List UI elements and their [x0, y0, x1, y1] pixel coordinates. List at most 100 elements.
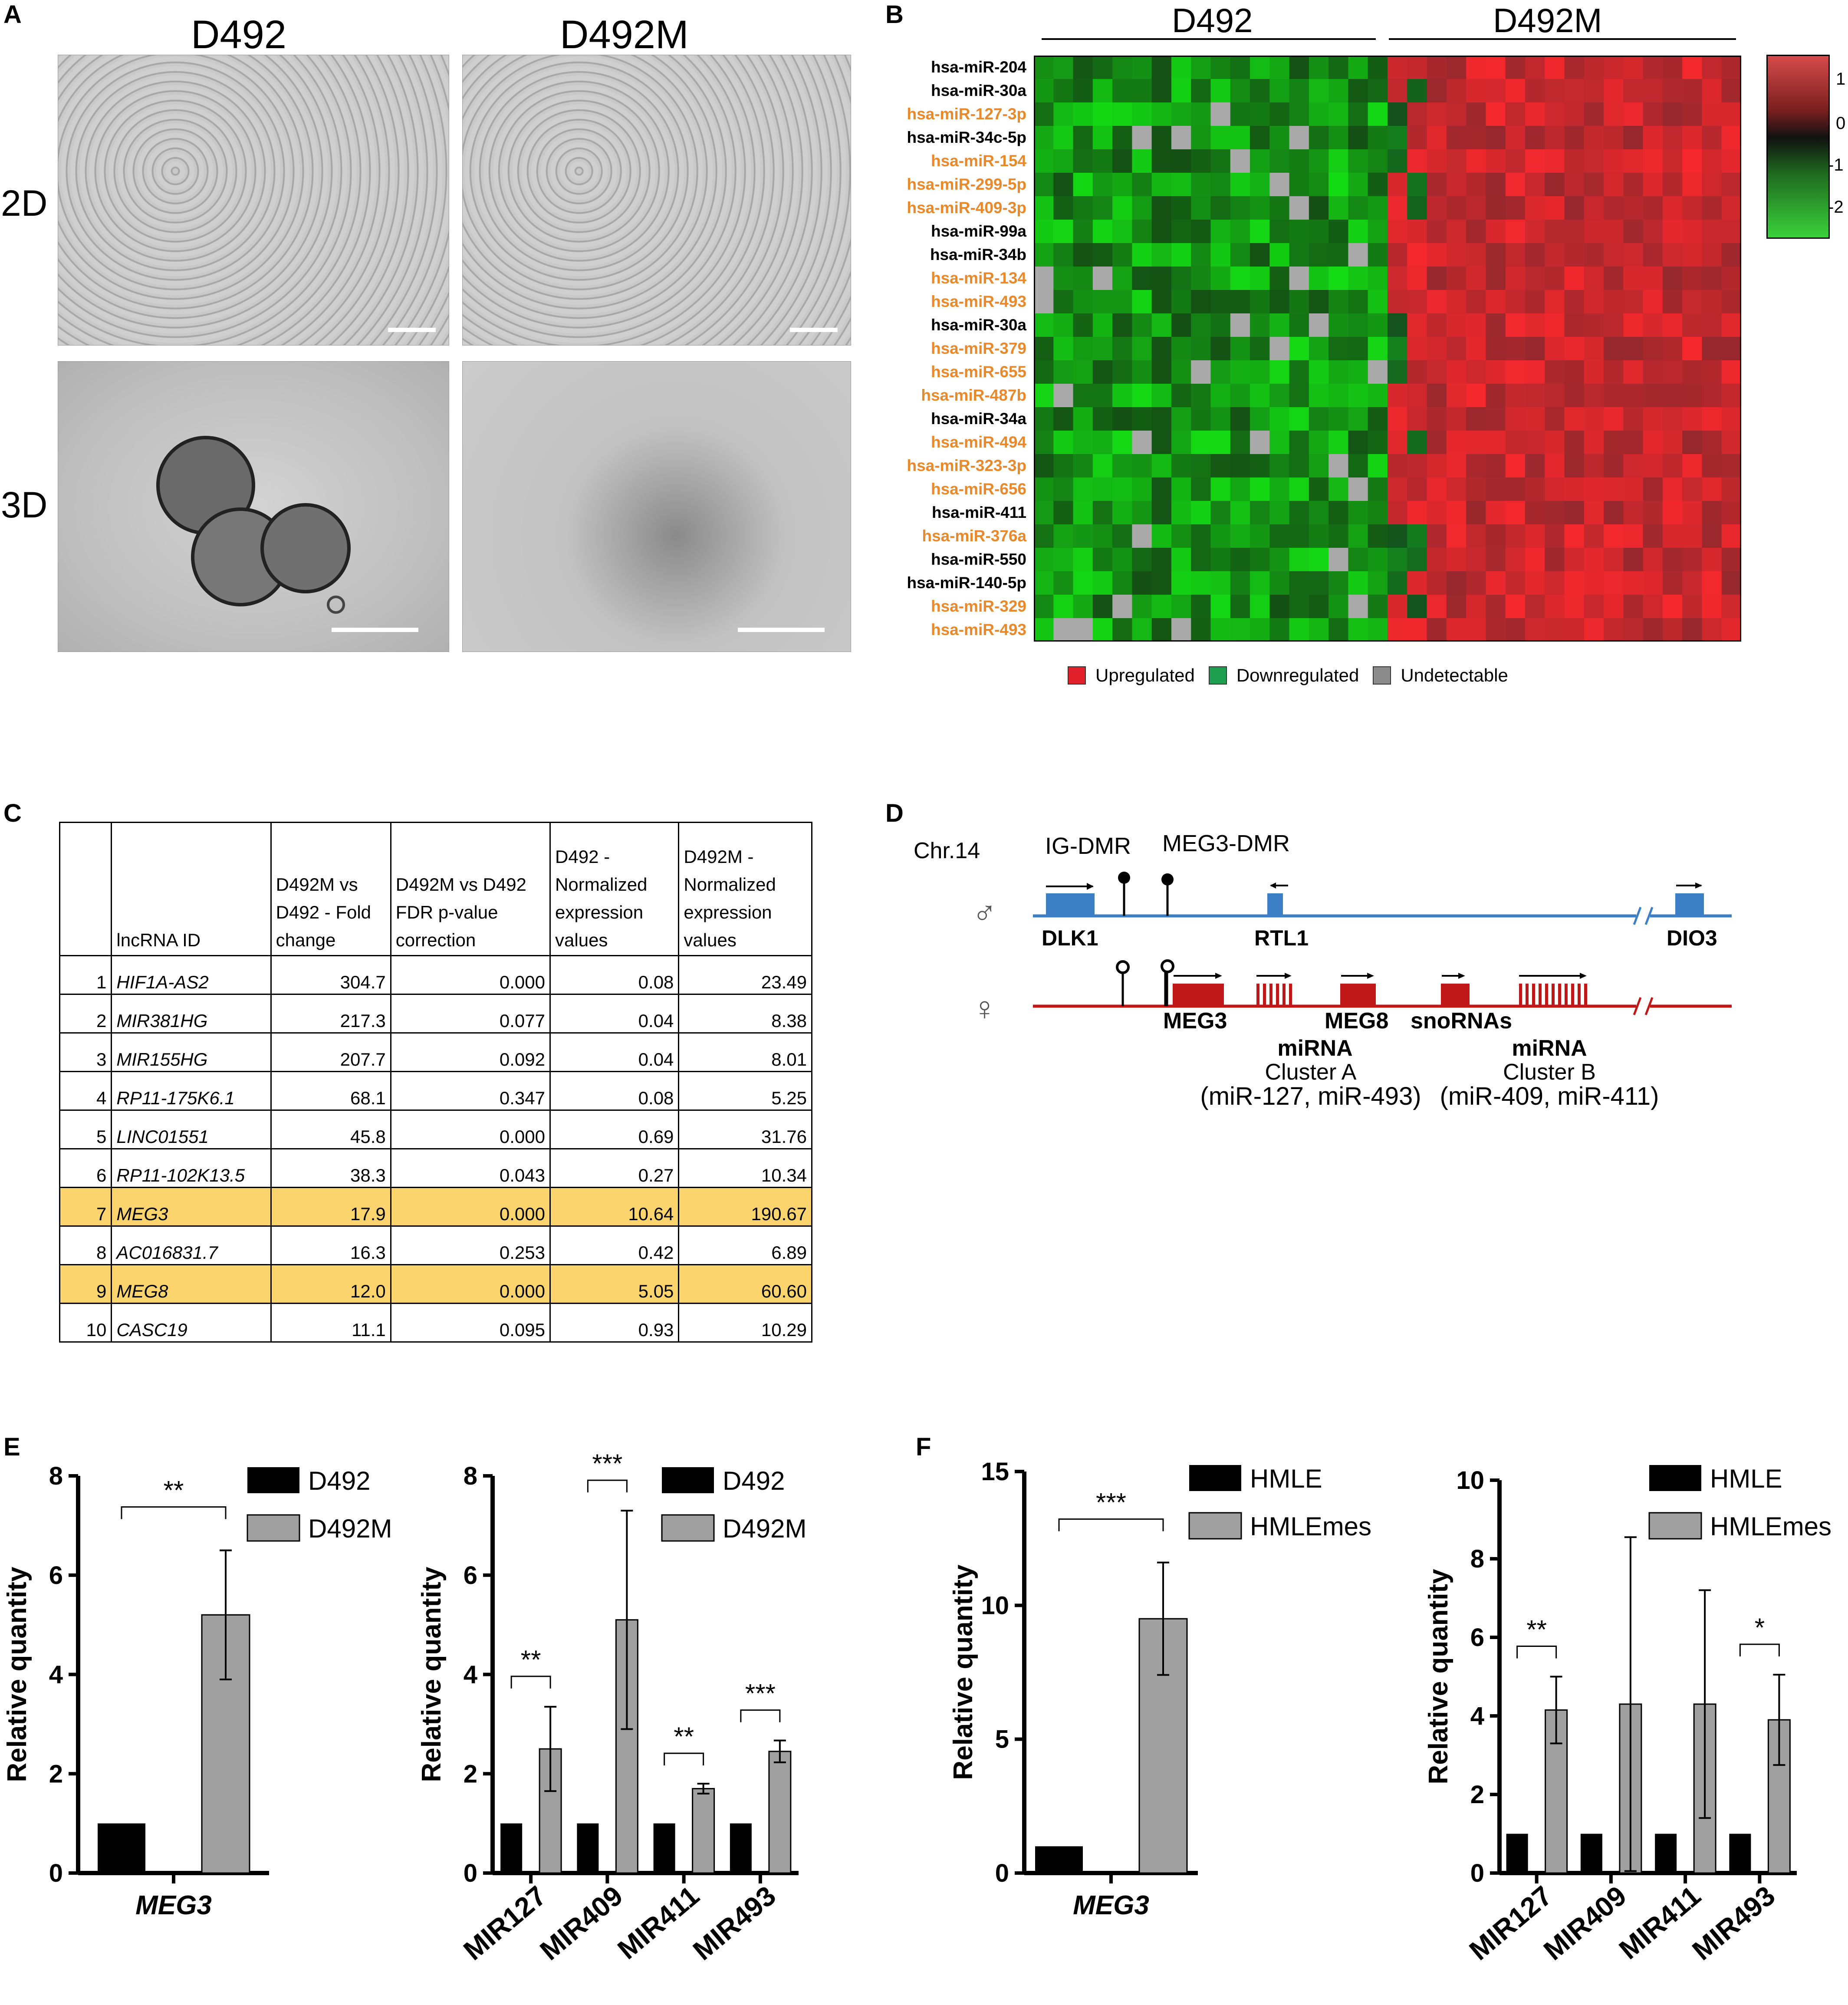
heatmap-cell — [1486, 548, 1506, 572]
panel-letter-c: C — [3, 799, 22, 827]
gene-label-dio3: DIO3 — [1667, 926, 1717, 950]
heatmap-cell — [1132, 618, 1152, 642]
heatmap-cell — [1584, 290, 1604, 314]
heatmap-cell — [1348, 149, 1368, 173]
heatmap-cell — [1210, 360, 1231, 384]
heatmap-cell — [1132, 431, 1152, 454]
heatmap-cell — [1250, 290, 1270, 314]
significance-bracket — [121, 1506, 227, 1519]
heatmap-cell — [1545, 337, 1565, 361]
heatmap-cell — [1721, 524, 1741, 548]
heatmap-cell — [1545, 477, 1565, 501]
heatmap-cell — [1151, 571, 1172, 595]
heatmap-cell — [1348, 595, 1368, 619]
mirna-label: hsa-miR-127-3p — [907, 105, 1026, 123]
heatmap-cell — [1269, 431, 1290, 454]
heatmap-cell — [1721, 220, 1741, 244]
cell-fdr: 0.043 — [390, 1148, 551, 1188]
heatmap-cell — [1328, 501, 1348, 525]
heatmap-cell — [1466, 431, 1486, 454]
heatmap-cell — [1604, 220, 1624, 244]
heatmap-cell — [1309, 79, 1329, 103]
heatmap-cell — [1486, 79, 1506, 103]
heatmap-cell — [1623, 524, 1644, 548]
heatmap-cell — [1721, 618, 1741, 642]
cell-fold-change: 45.8 — [270, 1109, 391, 1149]
heatmap-cell — [1034, 477, 1054, 501]
heatmap-cell — [1230, 313, 1250, 337]
heatmap-cell — [1505, 454, 1526, 478]
heatmap-cell — [1388, 618, 1407, 642]
cell-d492m: 6.89 — [678, 1225, 812, 1265]
dlk1-exon — [1046, 893, 1095, 916]
heatmap-cell — [1348, 56, 1368, 79]
heatmap-cell — [1309, 337, 1329, 361]
heatmap-cell — [1034, 102, 1054, 126]
heatmap-cell — [1446, 360, 1467, 384]
heatmap-cell — [1171, 477, 1191, 501]
y-axis-label: Relative quantity — [948, 1564, 978, 1780]
heatmap-cell — [1721, 360, 1741, 384]
cell-d492: 0.69 — [549, 1109, 680, 1149]
legend-label: HMLE — [1710, 1464, 1782, 1493]
heatmap-cell — [1584, 548, 1604, 572]
heatmap-cell — [1151, 477, 1172, 501]
cell-fdr: 0.000 — [390, 1109, 551, 1149]
heatmap-cell — [1191, 79, 1211, 103]
heatmap-cell — [1210, 618, 1231, 642]
bar-hmle — [1035, 1846, 1083, 1873]
heatmap-cell — [1466, 477, 1486, 501]
heatmap-cell — [1034, 196, 1054, 220]
legend-label: D492M — [723, 1514, 806, 1543]
heatmap-cell — [1564, 102, 1585, 126]
y-axis-label: Relative quantity — [2, 1567, 32, 1782]
heatmap-cell — [1525, 548, 1545, 572]
heatmap-cell — [1210, 548, 1231, 572]
heatmap-cell — [1662, 220, 1683, 244]
cell-fdr: 0.095 — [390, 1303, 551, 1343]
heatmap-cell — [1053, 290, 1074, 314]
heatmap-cell — [1702, 149, 1722, 173]
y-tick-label: 10 — [1456, 1466, 1484, 1495]
heatmap-cell — [1466, 173, 1486, 197]
heatmap-cell — [1368, 337, 1388, 361]
heatmap-cell — [1092, 313, 1113, 337]
heatmap-cell — [1584, 501, 1604, 525]
heatmap-cell — [1348, 126, 1368, 150]
heatmap-cell — [1564, 196, 1585, 220]
heatmap-cell — [1151, 79, 1172, 103]
heatmap-cell — [1210, 571, 1231, 595]
heatmap-cell — [1210, 454, 1231, 478]
heatmap-cell — [1584, 149, 1604, 173]
mirna-label: hsa-miR-487b — [921, 386, 1026, 404]
heatmap-cell — [1388, 149, 1407, 173]
heatmap-cell — [1053, 454, 1074, 478]
heatmap-legend: Upregulated Downregulated Undetectable — [1068, 665, 1508, 686]
heatmap-cell — [1564, 618, 1585, 642]
heatmap-cell — [1269, 454, 1290, 478]
heatmap-cell — [1446, 501, 1467, 525]
heatmap-cell — [1112, 454, 1132, 478]
heatmap-cell — [1053, 618, 1074, 642]
heatmap-cell — [1309, 267, 1329, 290]
heatmap-cell — [1682, 313, 1702, 337]
heatmap-cell — [1368, 454, 1388, 478]
heatmap-cell — [1368, 431, 1388, 454]
heatmap-cell — [1309, 313, 1329, 337]
cell-fold-change: 207.7 — [270, 1032, 391, 1072]
cell-d492m: 8.01 — [678, 1032, 812, 1072]
heatmap-cell — [1604, 618, 1624, 642]
heatmap-cell — [1053, 524, 1074, 548]
heatmap-cell — [1348, 102, 1368, 126]
heatmap-cell — [1368, 477, 1388, 501]
heatmap-cell — [1289, 477, 1309, 501]
heatmap-cell — [1446, 384, 1467, 408]
heatmap-cell — [1662, 524, 1683, 548]
heatmap-cell — [1505, 337, 1526, 361]
bar-hmle — [1655, 1834, 1677, 1873]
panel-letter-d: D — [885, 799, 904, 827]
heatmap-cell — [1289, 524, 1309, 548]
heatmap-cell — [1053, 126, 1074, 150]
heatmap-cell — [1446, 243, 1467, 267]
heatmap-cell — [1092, 454, 1113, 478]
